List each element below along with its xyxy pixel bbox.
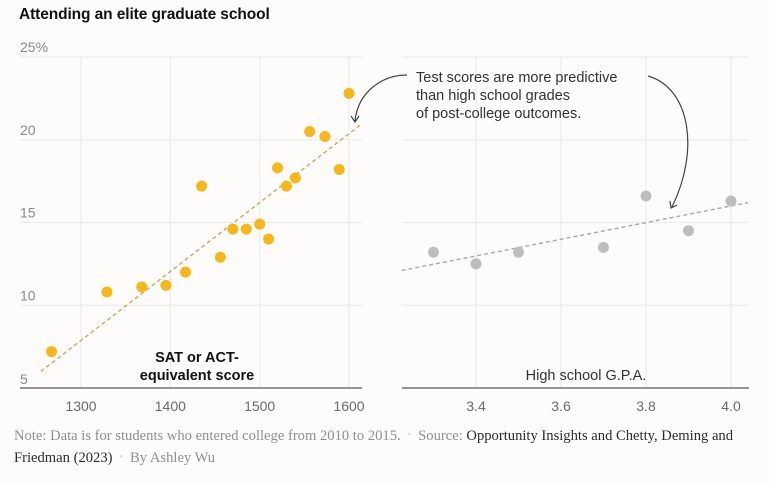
sat-xlabel-line1: SAT or ACT- [155,350,239,366]
gpa-trendline-group [401,201,749,272]
annotation-line-1: Test scores are more predictive [416,70,617,86]
sat-xlabel-line2: equivalent score [140,368,254,384]
sat-axes: 1300 1400 1500 1600 25% 20 15 10 5 [20,39,365,414]
annotation-line-3: of post-college outcomes. [416,106,581,122]
sat-y-tick-label: 20 [20,122,36,138]
footer-separator: • [119,452,124,463]
gpa-axes: 3.4 3.6 3.8 4.0 [402,387,749,414]
sat-point-10 [263,233,275,245]
chart-title: Attending an elite graduate school [19,6,270,23]
sat-point-13 [289,172,301,184]
annotation-arrowhead-right [669,200,678,209]
gpa-point-5 [683,225,694,237]
sat-y-tick-label: 5 [20,371,28,387]
footer-separator: • [407,430,412,441]
footer-note: Note: Data is for students who entered c… [14,428,401,444]
sat-y-tick-label: 15 [20,205,36,221]
sat-point-17 [343,87,355,99]
annotation-line-2: than high school grades [416,88,570,104]
sat-gridlines [20,56,362,388]
annotation-arrow-left [354,74,408,122]
footer-source-1: Opportunity Insights [466,428,588,444]
footer-byline: By Ashley Wu [130,450,216,466]
gpa-point-3 [598,241,609,253]
sat-point-4 [180,266,192,278]
annotation-arrowhead-left [350,115,360,124]
sat-trendline [40,123,362,373]
gpa-gridlines [402,56,749,388]
gpa-x-tick-label: 3.6 [551,398,571,414]
sat-point-14 [304,125,316,137]
sat-point-15 [319,130,331,142]
footer-source-2: and Chetty, Deming and Friedman (2023) [14,428,734,466]
sat-point-12 [280,180,292,192]
sat-x-tick-label: 1300 [65,398,96,414]
gpa-x-tick-label: 3.4 [466,398,486,414]
sat-points [46,87,355,358]
sat-point-0 [46,346,58,358]
sat-point-2 [136,281,148,293]
sat-point-8 [240,223,252,235]
gpa-x-tick-label: 3.8 [636,398,656,414]
sat-point-9 [254,218,266,230]
sat-point-3 [160,279,172,291]
sat-x-tick-label: 1400 [155,398,186,414]
gpa-trendline [401,201,749,272]
sat-x-tick-label: 1500 [244,398,275,414]
sat-point-1 [101,286,113,298]
gpa-xlabel: High school G.P.A. [526,368,647,384]
gpa-point-2 [513,246,524,258]
sat-trendline-group [40,123,362,373]
sat-point-6 [214,251,226,263]
gpa-point-0 [428,246,439,258]
gpa-point-4 [640,190,652,202]
sat-point-5 [196,180,208,192]
sat-point-11 [272,162,284,174]
sat-y-tick-label: 10 [20,287,36,303]
gpa-points [428,190,737,270]
sat-point-16 [333,164,345,176]
annotation: Test scores are more predictive than hig… [350,70,689,209]
annotation-arrow-right [647,75,689,208]
footer: Note: Data is for students who entered c… [14,425,764,469]
footer-source-label: Source: [418,428,463,444]
gpa-point-6 [725,195,737,207]
gpa-x-tick-label: 4.0 [721,398,741,414]
sat-y-tick-label: 25% [20,39,48,55]
sat-x-tick-label: 1600 [333,398,364,414]
sat-point-7 [227,223,239,235]
gpa-point-1 [470,258,482,270]
